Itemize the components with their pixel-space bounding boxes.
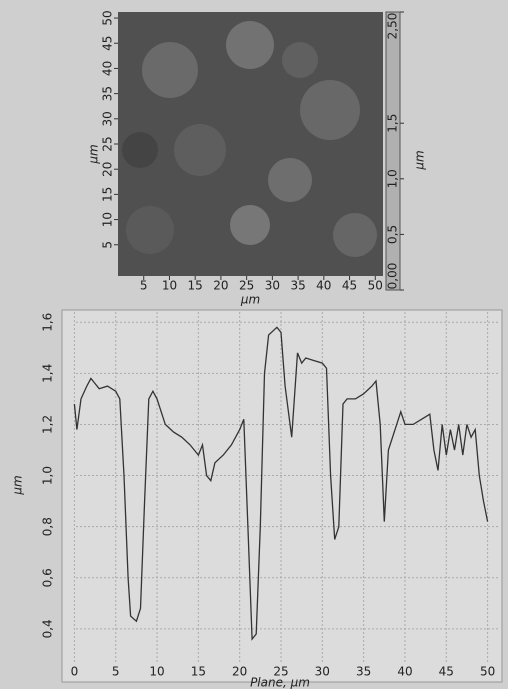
x-tick-label: 35	[290, 279, 305, 293]
colorbar-tick-label: 0,00	[386, 263, 400, 290]
x-tick-label: 45	[342, 279, 357, 293]
colorbar-tick-label: 1,5	[386, 114, 400, 133]
y-tick-label: 1,0	[41, 466, 55, 485]
colorbar	[385, 11, 401, 291]
y-tick-label: 0,4	[41, 619, 55, 638]
x-tick-label: 50	[368, 279, 383, 293]
x-axis-label: Plane, μm	[250, 676, 310, 689]
colorbar-label: μm	[413, 150, 427, 170]
y-tick-label: 30	[101, 111, 115, 126]
x-tick-label: 10	[149, 665, 164, 679]
x-tick-label: 35	[356, 665, 371, 679]
colorbar-tick-label: 2,50	[386, 13, 400, 40]
colorbar-tick-label: 0,5	[386, 225, 400, 244]
y-tick-label: 40	[101, 61, 115, 76]
x-tick-label: 5	[112, 665, 120, 679]
x-tick-label: 25	[239, 279, 254, 293]
x-tick-label: 20	[213, 279, 228, 293]
afm-image	[118, 12, 383, 276]
y-tick-label: 1,4	[41, 364, 55, 383]
x-tick-label: 5	[140, 279, 148, 293]
x-tick-label: 15	[188, 279, 203, 293]
y-axis-label: μm	[11, 475, 25, 495]
x-axis-label: μm	[240, 293, 260, 307]
x-tick-label: 45	[439, 665, 454, 679]
y-tick-label: 50	[101, 10, 115, 25]
y-tick-label: 10	[101, 212, 115, 227]
x-tick-label: 25	[273, 665, 288, 679]
x-tick-label: 40	[397, 665, 412, 679]
profile-panel	[61, 309, 503, 683]
x-tick-label: 40	[316, 279, 331, 293]
y-tick-label: 0,6	[41, 568, 55, 587]
x-tick-label: 30	[265, 279, 280, 293]
x-tick-label: 10	[162, 279, 177, 293]
y-tick-label: 0,8	[41, 517, 55, 536]
y-tick-label: 45	[101, 36, 115, 51]
y-tick-label: 20	[101, 162, 115, 177]
profile-line	[73, 326, 489, 641]
x-tick-label: 20	[232, 665, 247, 679]
x-tick-label: 0	[71, 665, 79, 679]
x-tick-label: 30	[315, 665, 330, 679]
y-tick-label: 1,2	[41, 415, 55, 434]
y-tick-label: 5	[101, 241, 115, 249]
y-tick-label: 15	[101, 187, 115, 202]
y-tick-label: 1,6	[41, 313, 55, 332]
colorbar-tick-label: 1,0	[386, 169, 400, 188]
y-tick-label: 25	[101, 136, 115, 151]
x-tick-label: 50	[480, 665, 495, 679]
y-axis-label: μm	[87, 144, 101, 164]
y-tick-label: 35	[101, 86, 115, 101]
x-tick-label: 15	[191, 665, 206, 679]
